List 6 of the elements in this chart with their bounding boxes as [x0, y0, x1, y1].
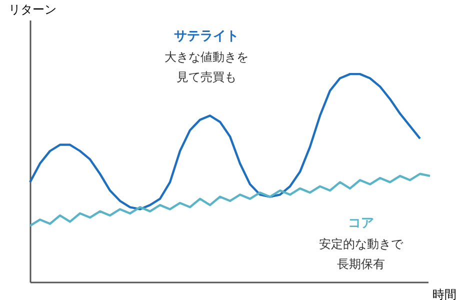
annotation: 大きな値動きを見て売買も [164, 50, 248, 84]
x-axis-title: 時間 [432, 288, 456, 300]
text: サテライト [174, 29, 239, 44]
annotation: 安定的な動きで長期保有 [319, 237, 404, 271]
y-axis-title: リターン [8, 2, 56, 16]
text: コア [348, 216, 374, 231]
